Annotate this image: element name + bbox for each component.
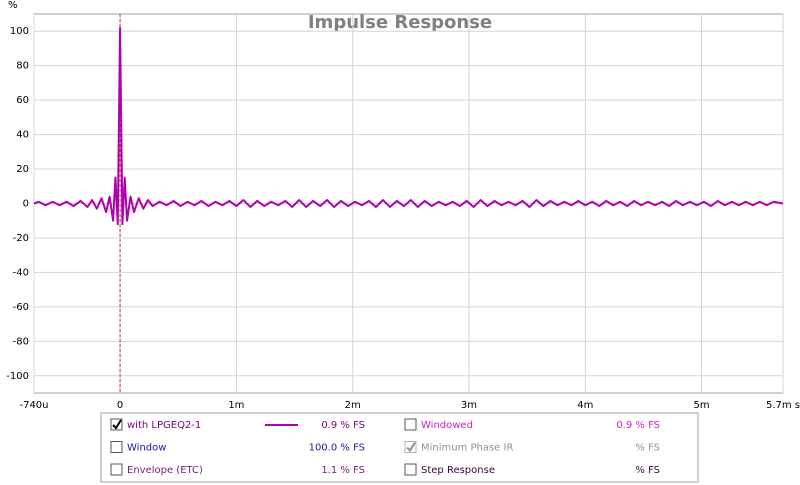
y-tick-label: -60 — [13, 302, 29, 313]
legend-label: Minimum Phase IR — [421, 443, 514, 454]
chart-title: Impulse Response — [308, 12, 492, 33]
checkbox[interactable] — [110, 441, 123, 453]
legend-label[interactable]: Window — [127, 443, 166, 454]
y-tick-label: 0 — [23, 199, 29, 210]
checkbox[interactable] — [110, 418, 123, 431]
y-tick-label: 40 — [16, 130, 29, 141]
y-tick-label: -20 — [13, 233, 29, 244]
legend-label[interactable]: with LPGEQ2-1 — [127, 420, 201, 431]
x-tick-label: 4m — [577, 400, 593, 411]
y-tick-label: 80 — [16, 61, 29, 72]
legend-value: % FS — [635, 443, 660, 454]
legend-value: 0.9 % FS — [616, 420, 660, 431]
y-tick-label: -100 — [6, 371, 29, 382]
x-tick-label: 1m — [228, 400, 244, 411]
legend-value: 100.0 % FS — [309, 443, 365, 454]
y-tick-label: -40 — [13, 267, 29, 278]
x-tick-label: 5m — [694, 400, 710, 411]
y-tick-label: 100 — [10, 26, 29, 37]
x-tick-label: -740u — [19, 400, 48, 411]
series-line — [33, 26, 784, 226]
y-tick-label: 60 — [16, 95, 29, 106]
y-axis-label: % — [8, 0, 18, 11]
x-tick-label: 5.7m s — [766, 400, 800, 411]
legend-label[interactable]: Envelope (ETC) — [127, 465, 203, 476]
legend-value: % FS — [635, 465, 660, 476]
checkbox — [404, 441, 417, 453]
checkbox[interactable] — [404, 418, 417, 431]
checkbox[interactable] — [404, 463, 417, 476]
x-tick-label: 3m — [461, 400, 477, 411]
y-tick-label: 20 — [16, 164, 29, 175]
x-tick-label: 0 — [117, 400, 123, 411]
checkmark — [112, 419, 122, 430]
legend-panel — [100, 412, 699, 483]
legend-label[interactable]: Step Response — [421, 465, 495, 476]
legend-label[interactable]: Windowed — [421, 420, 473, 431]
legend-value: 1.1 % FS — [321, 465, 365, 476]
y-tick-label: -80 — [13, 336, 29, 347]
checkbox[interactable] — [110, 463, 123, 476]
x-tick-label: 2m — [345, 400, 361, 411]
checkmark — [406, 441, 416, 453]
legend-value: 0.9 % FS — [321, 420, 365, 431]
